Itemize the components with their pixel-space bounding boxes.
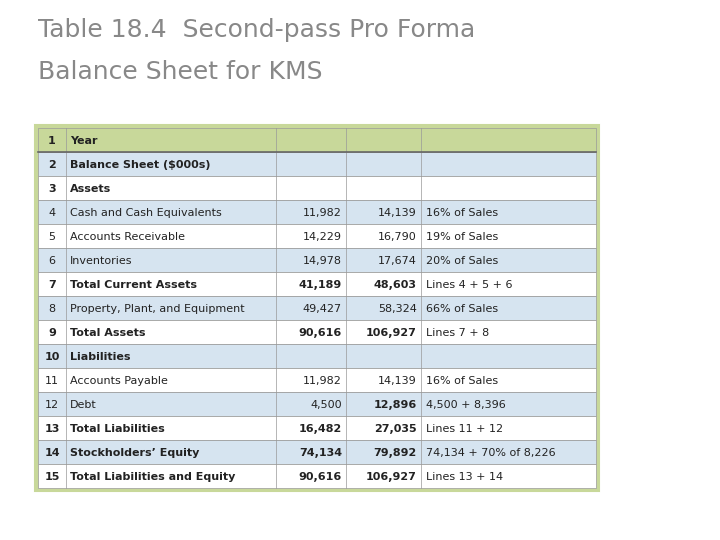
Text: Total Assets: Total Assets — [70, 328, 145, 338]
Text: 11,982: 11,982 — [303, 208, 342, 218]
Bar — [38, 176, 596, 200]
Text: Lines 7 + 8: Lines 7 + 8 — [426, 328, 490, 338]
Bar — [38, 464, 596, 488]
Text: 14,978: 14,978 — [303, 256, 342, 266]
Bar — [38, 392, 596, 416]
Text: 11,982: 11,982 — [303, 376, 342, 386]
Bar — [38, 224, 596, 248]
Text: 1: 1 — [48, 136, 56, 146]
Text: Debt: Debt — [70, 400, 96, 410]
Text: 58,324: 58,324 — [378, 304, 417, 314]
Text: Accounts Payable: Accounts Payable — [70, 376, 168, 386]
Bar — [38, 440, 596, 464]
Bar — [38, 128, 596, 152]
Text: 79,892: 79,892 — [374, 448, 417, 458]
Text: 106,927: 106,927 — [366, 328, 417, 338]
Text: 4,500: 4,500 — [310, 400, 342, 410]
Text: Stockholders’ Equity: Stockholders’ Equity — [70, 448, 199, 458]
Text: 48,603: 48,603 — [374, 280, 417, 290]
Text: Lines 4 + 5 + 6: Lines 4 + 5 + 6 — [426, 280, 513, 290]
Text: 14,139: 14,139 — [378, 208, 417, 218]
Text: 15: 15 — [45, 472, 60, 482]
Text: Year: Year — [70, 136, 97, 146]
Text: Lines 11 + 12: Lines 11 + 12 — [426, 424, 503, 434]
Text: Assets: Assets — [70, 184, 112, 194]
Text: Balance Sheet for KMS: Balance Sheet for KMS — [38, 60, 323, 84]
Text: 16,790: 16,790 — [378, 232, 417, 242]
Text: Total Current Assets: Total Current Assets — [70, 280, 197, 290]
Text: 12: 12 — [45, 400, 59, 410]
Bar — [38, 416, 596, 440]
Text: Liabilities: Liabilities — [70, 352, 130, 362]
Text: 27,035: 27,035 — [374, 424, 417, 434]
Text: 2: 2 — [48, 160, 56, 170]
Text: 49,427: 49,427 — [303, 304, 342, 314]
Bar — [38, 296, 596, 320]
Text: 20% of Sales: 20% of Sales — [426, 256, 498, 266]
Text: 14,229: 14,229 — [303, 232, 342, 242]
Text: 16,482: 16,482 — [299, 424, 342, 434]
Text: 74,134 + 70% of 8,226: 74,134 + 70% of 8,226 — [426, 448, 556, 458]
Text: Total Liabilities and Equity: Total Liabilities and Equity — [70, 472, 235, 482]
Text: 17,674: 17,674 — [378, 256, 417, 266]
Text: Balance Sheet ($000s): Balance Sheet ($000s) — [70, 160, 210, 170]
Text: 14: 14 — [44, 448, 60, 458]
Text: 14,139: 14,139 — [378, 376, 417, 386]
Text: 41,189: 41,189 — [299, 280, 342, 290]
Text: 4: 4 — [48, 208, 55, 218]
Bar — [38, 152, 596, 176]
Text: 3: 3 — [48, 184, 56, 194]
Text: Total Liabilities: Total Liabilities — [70, 424, 165, 434]
Text: 4,500 + 8,396: 4,500 + 8,396 — [426, 400, 505, 410]
Text: 9: 9 — [48, 328, 56, 338]
Text: 8: 8 — [48, 304, 55, 314]
Text: 13: 13 — [45, 424, 60, 434]
Text: 16% of Sales: 16% of Sales — [426, 208, 498, 218]
Text: 11: 11 — [45, 376, 59, 386]
Text: 5: 5 — [48, 232, 55, 242]
Bar — [38, 200, 596, 224]
Text: Property, Plant, and Equipment: Property, Plant, and Equipment — [70, 304, 245, 314]
Bar — [38, 320, 596, 344]
Text: 90,616: 90,616 — [299, 472, 342, 482]
Text: 66% of Sales: 66% of Sales — [426, 304, 498, 314]
Bar — [38, 272, 596, 296]
Text: 6: 6 — [48, 256, 55, 266]
Text: Inventories: Inventories — [70, 256, 132, 266]
Text: 12,896: 12,896 — [374, 400, 417, 410]
Text: Table 18.4  Second-pass Pro Forma: Table 18.4 Second-pass Pro Forma — [38, 18, 475, 42]
Text: 7: 7 — [48, 280, 56, 290]
Bar — [38, 368, 596, 392]
Text: 74,134: 74,134 — [299, 448, 342, 458]
Text: 16% of Sales: 16% of Sales — [426, 376, 498, 386]
Text: Lines 13 + 14: Lines 13 + 14 — [426, 472, 503, 482]
Text: 106,927: 106,927 — [366, 472, 417, 482]
Text: Accounts Receivable: Accounts Receivable — [70, 232, 185, 242]
Bar — [35, 125, 599, 491]
Text: 90,616: 90,616 — [299, 328, 342, 338]
Text: 19% of Sales: 19% of Sales — [426, 232, 498, 242]
Bar — [38, 248, 596, 272]
Text: Cash and Cash Equivalents: Cash and Cash Equivalents — [70, 208, 222, 218]
Text: 10: 10 — [45, 352, 60, 362]
Bar — [38, 344, 596, 368]
